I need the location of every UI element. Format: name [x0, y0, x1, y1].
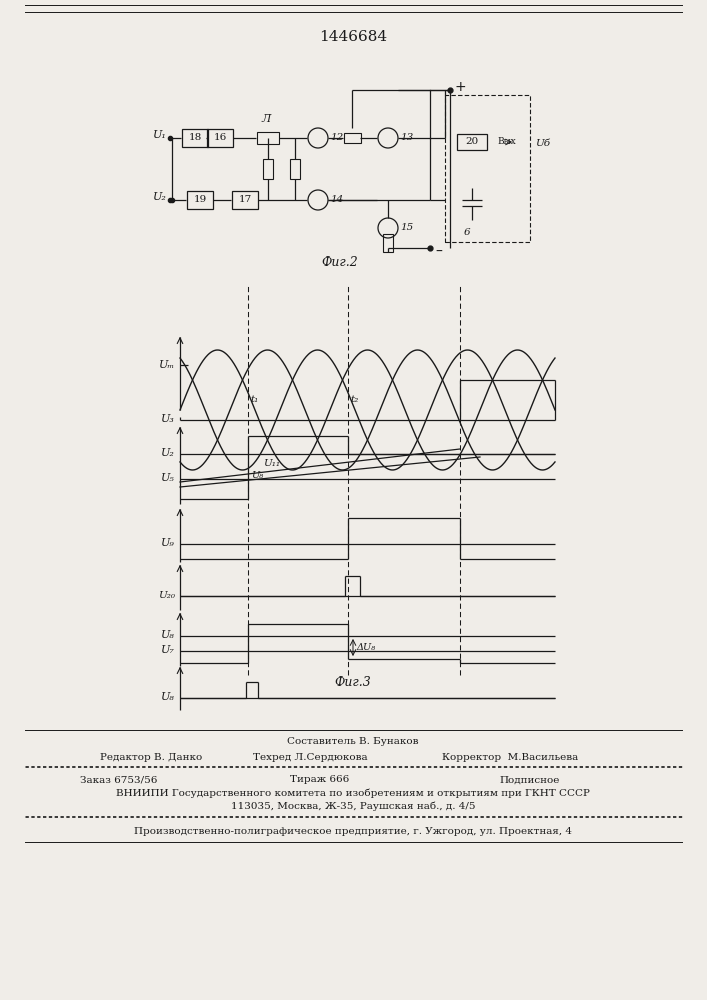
Text: t₁: t₁ [250, 395, 258, 404]
Bar [457, 134, 487, 150]
Text: U₂: U₂ [161, 448, 175, 458]
Text: t₂: t₂ [350, 395, 358, 404]
Text: U₂: U₂ [153, 192, 167, 202]
Text: Составитель В. Бунаков: Составитель В. Бунаков [287, 738, 419, 746]
Text: Л: Л [262, 114, 271, 124]
Text: ВНИИПИ Государственного комитета по изобретениям и открытиям при ГКНТ СССР: ВНИИПИ Государственного комитета по изоб… [116, 788, 590, 798]
Text: U₈: U₈ [161, 630, 175, 640]
Text: –: – [435, 245, 442, 259]
Bar [257, 132, 279, 144]
Bar [445, 95, 530, 242]
Text: Подписное: Подписное [500, 776, 560, 784]
Bar [182, 129, 208, 147]
Text: U₁₁: U₁₁ [263, 460, 280, 468]
Text: U₈: U₈ [161, 692, 175, 702]
Bar [232, 191, 258, 209]
Bar [263, 159, 273, 179]
Text: ΔU₈: ΔU₈ [356, 643, 375, 652]
Text: Фиг.2: Фиг.2 [322, 255, 358, 268]
Text: Редактор В. Данко: Редактор В. Данко [100, 752, 202, 762]
Bar [290, 159, 300, 179]
Bar [344, 133, 361, 143]
Text: U₈: U₈ [251, 472, 263, 481]
Text: 6: 6 [464, 228, 470, 237]
Text: Uб: Uб [535, 139, 550, 148]
Text: 17: 17 [238, 196, 252, 205]
Text: 14: 14 [330, 196, 344, 205]
Text: U₂₀: U₂₀ [158, 590, 175, 599]
Text: +: + [455, 80, 467, 94]
Text: Фиг.3: Фиг.3 [334, 676, 371, 688]
Text: U₉: U₉ [161, 538, 175, 548]
Text: 18: 18 [188, 133, 201, 142]
Text: 113035, Москва, Ж-35, Раушская наб., д. 4/5: 113035, Москва, Ж-35, Раушская наб., д. … [230, 801, 475, 811]
Text: U₇: U₇ [161, 645, 175, 655]
Text: Корректор  М.Васильева: Корректор М.Васильева [442, 752, 578, 762]
Text: Производственно-полиграфическое предприятие, г. Ужгород, ул. Проектная, 4: Производственно-полиграфическое предприя… [134, 826, 572, 836]
Text: 19: 19 [194, 196, 206, 205]
Bar [383, 234, 393, 252]
Text: 16: 16 [214, 133, 227, 142]
Text: 13: 13 [400, 133, 414, 142]
Bar [187, 191, 213, 209]
Text: 20: 20 [465, 137, 479, 146]
Text: Тираж 666: Тираж 666 [291, 776, 350, 784]
Text: 12: 12 [330, 133, 344, 142]
Text: U₅: U₅ [161, 473, 175, 483]
Bar [207, 129, 233, 147]
Text: Вых: Вых [497, 137, 515, 146]
Text: Техред Л.Сердюкова: Техред Л.Сердюкова [252, 752, 368, 762]
Text: 1446684: 1446684 [319, 30, 387, 44]
Text: Заказ 6753/56: Заказ 6753/56 [80, 776, 158, 784]
Text: Uₘ: Uₘ [159, 360, 175, 370]
Text: U₁: U₁ [153, 130, 167, 140]
Text: 15: 15 [400, 224, 414, 232]
Text: U₃: U₃ [161, 414, 175, 424]
